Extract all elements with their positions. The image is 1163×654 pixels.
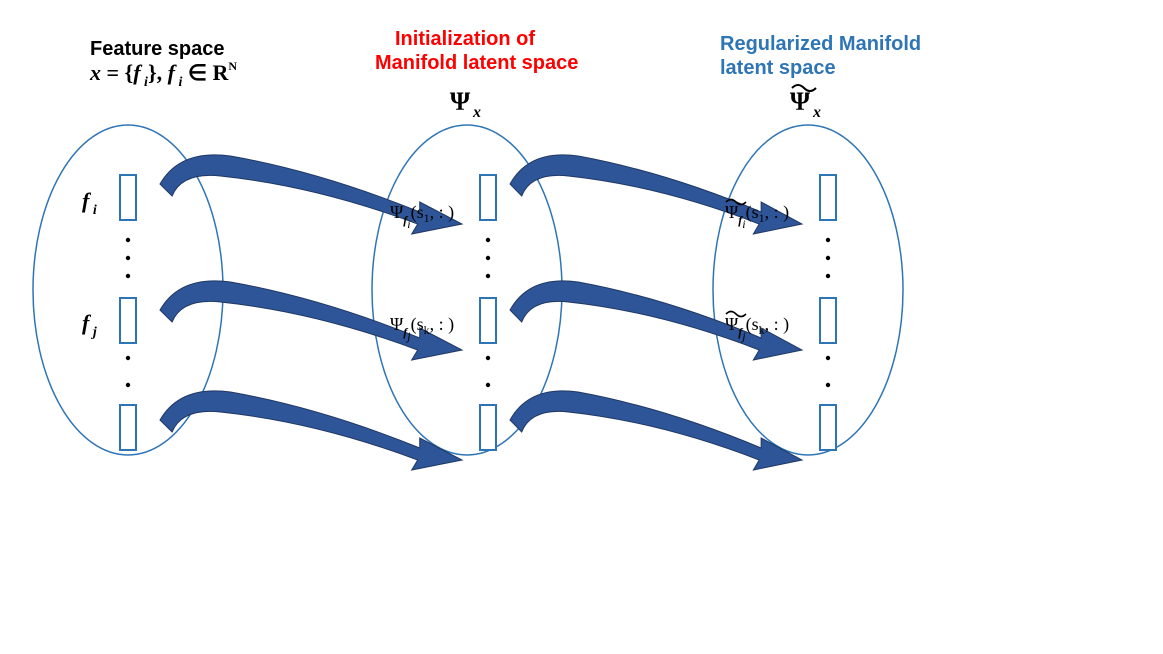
vector-box <box>480 405 496 450</box>
ellipsis-dot <box>486 383 490 387</box>
vector-box <box>820 405 836 450</box>
vector-box <box>120 405 136 450</box>
vector-box <box>120 298 136 343</box>
ellipsis-dot <box>826 238 830 242</box>
feature-labels: f i f j <box>82 188 97 340</box>
ellipsis-dot <box>126 256 130 260</box>
svg-text:x: x <box>812 104 821 121</box>
vector-box <box>820 175 836 220</box>
ellipse-reg <box>713 125 903 455</box>
ellipsis-dot <box>126 274 130 278</box>
ellipsis-dot <box>826 383 830 387</box>
ellipsis-dot <box>826 256 830 260</box>
ellipsis-dot <box>486 274 490 278</box>
vector-box <box>480 298 496 343</box>
title-init-line1: Initialization of <box>395 28 535 50</box>
title-reg-line1: Regularized Manifold <box>720 33 921 55</box>
svg-text:x: x <box>472 104 481 121</box>
ellipsis-dot <box>126 238 130 242</box>
vector-box <box>120 175 136 220</box>
title-reg-line2: latent space <box>720 57 836 79</box>
dots-group <box>126 238 830 387</box>
ellipsis-dot <box>126 356 130 360</box>
feature-label: f j <box>82 310 97 340</box>
ellipsis-dot <box>486 256 490 260</box>
title-feature: Feature space <box>90 38 225 60</box>
psi-labels: Ψfi(s1, : )Ψfj(sk, : )Ψfi(s1, : )Ψfj(sk,… <box>390 200 789 344</box>
ellipsis-dot <box>826 356 830 360</box>
ellipsis-dot <box>486 238 490 242</box>
ellipsis-dot <box>126 383 130 387</box>
feature-label: f i <box>82 188 97 218</box>
vector-box <box>480 175 496 220</box>
psi-x-symbol-reg: Ψx <box>790 85 821 121</box>
title-init-line2: Manifold latent space <box>375 52 578 74</box>
vector-box <box>820 298 836 343</box>
feature-space-formula: x = {f i}, f i ∈ RN <box>89 59 237 90</box>
ellipsis-dot <box>486 356 490 360</box>
svg-text:Ψ: Ψ <box>450 87 471 116</box>
psi-x-symbol-init: Ψx <box>450 87 481 121</box>
ellipsis-dot <box>826 274 830 278</box>
svg-text:Ψ: Ψ <box>790 87 811 116</box>
